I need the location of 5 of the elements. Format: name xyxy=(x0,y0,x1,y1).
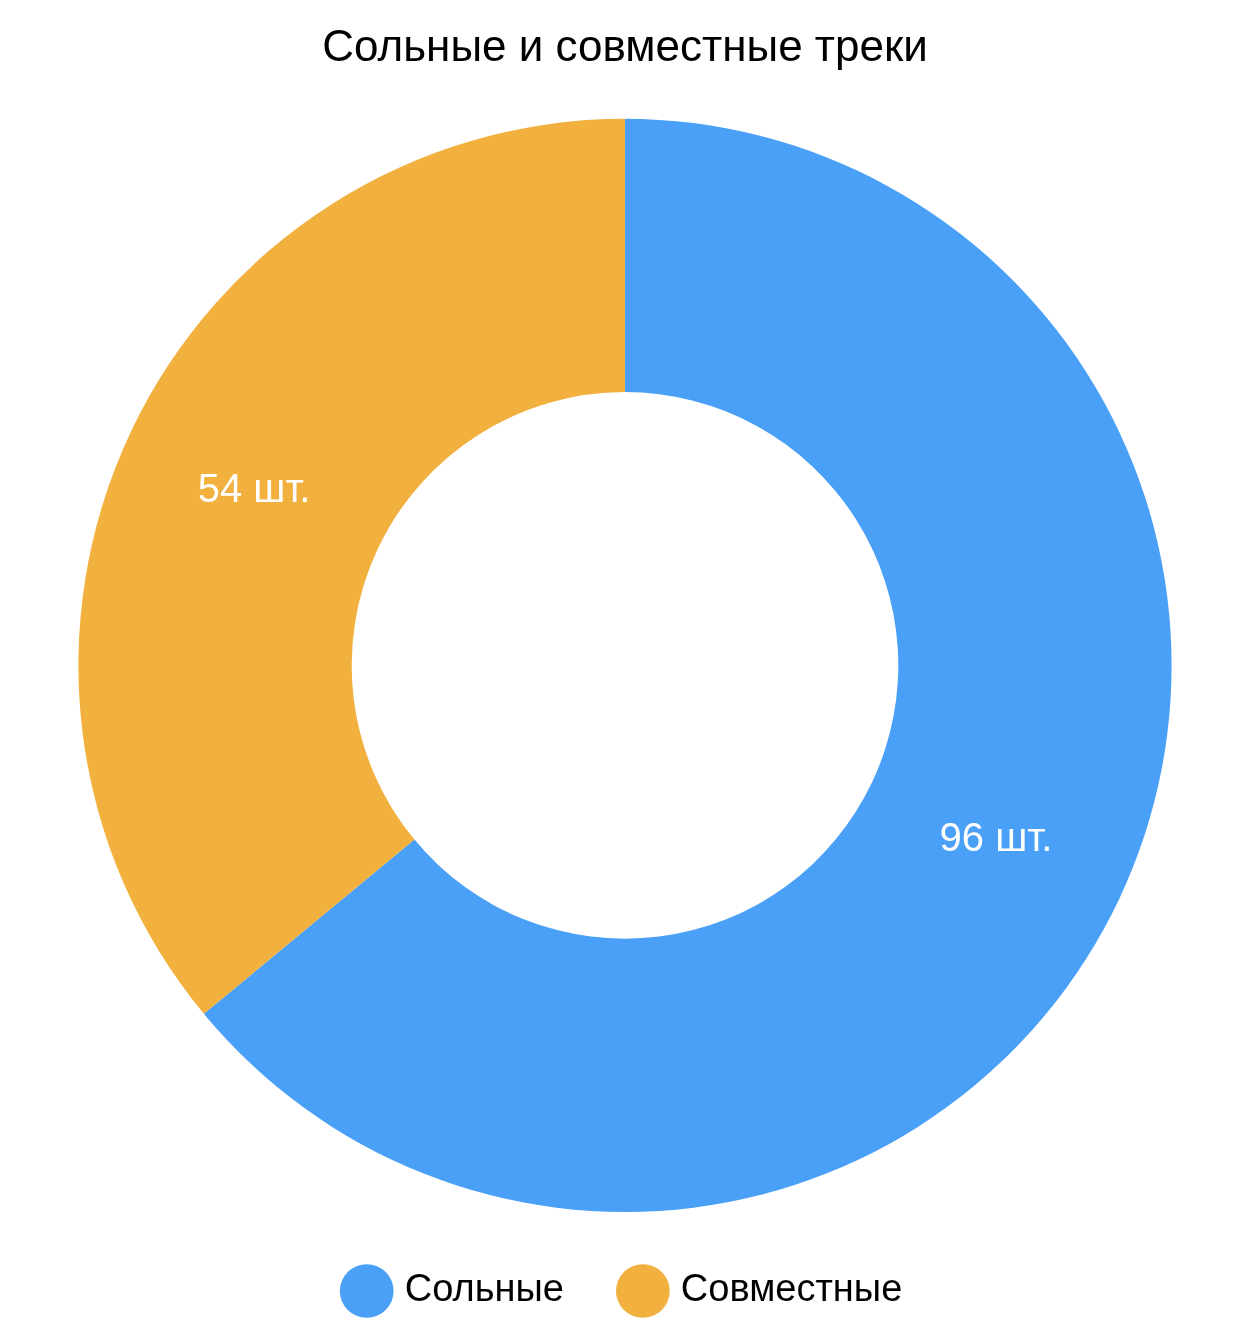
legend-label: Сольные xyxy=(404,1267,564,1310)
legend-label: Совместные xyxy=(680,1267,903,1310)
data-label: 54 шт. xyxy=(197,465,311,510)
data-label: 96 шт. xyxy=(939,814,1053,859)
chart-title: Сольные и совместные треки xyxy=(322,20,928,70)
